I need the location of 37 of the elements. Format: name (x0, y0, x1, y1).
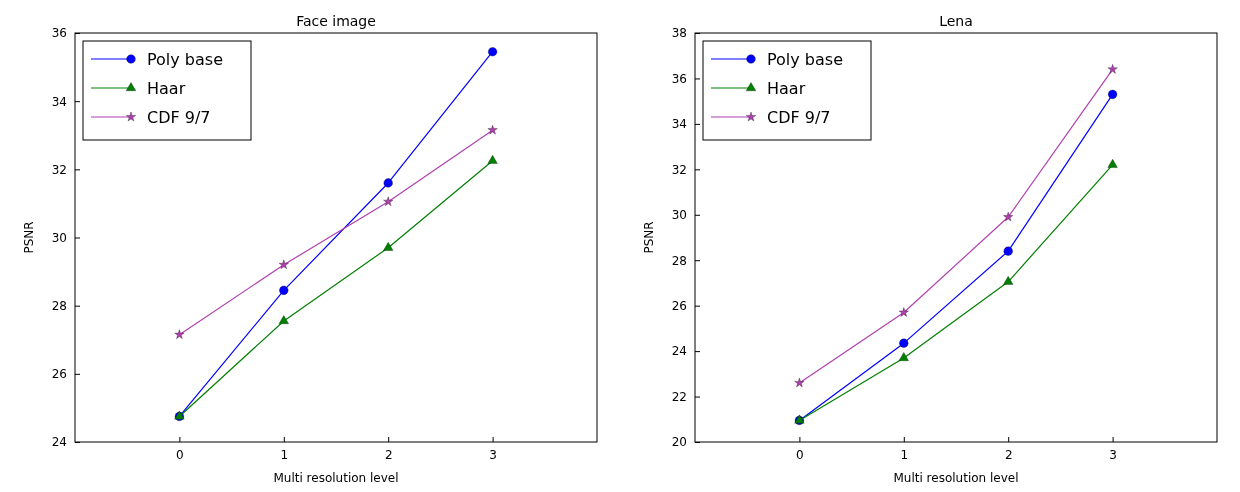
legend-label: Haar (767, 79, 806, 98)
y-tick-label: 30 (671, 208, 687, 223)
y-tick-label: 36 (671, 71, 687, 86)
y-tick-label: 36 (51, 26, 67, 41)
y-tick-label: 22 (671, 389, 687, 404)
x-axis-title: Multi resolution level (893, 471, 1019, 485)
chart-title: Lena (939, 13, 973, 29)
x-tick-label: 0 (796, 447, 804, 462)
y-tick-label: 38 (671, 26, 687, 41)
y-tick-label: 26 (51, 367, 67, 382)
y-tick-label: 24 (51, 435, 67, 450)
y-tick-label: 24 (671, 344, 687, 359)
x-tick-label: 3 (1109, 447, 1117, 462)
legend-label: CDF 9/7 (767, 108, 831, 127)
y-tick-label: 34 (671, 117, 687, 132)
y-tick-label: 28 (51, 299, 67, 314)
y-axis-title: PSNR (22, 221, 36, 254)
y-tick-label: 20 (671, 435, 687, 450)
y-tick-label: 32 (671, 162, 687, 177)
x-tick-label: 2 (1004, 447, 1013, 462)
x-tick-label: 0 (176, 447, 184, 462)
y-tick-label: 32 (51, 162, 67, 177)
chart-title: Face image (296, 13, 376, 29)
y-tick-label: 30 (51, 230, 67, 245)
x-tick-label: 2 (384, 447, 393, 462)
legend-label: CDF 9/7 (147, 108, 211, 127)
y-tick-label: 28 (671, 253, 687, 268)
x-tick-label: 1 (280, 447, 289, 462)
x-tick-label: 3 (489, 447, 497, 462)
y-tick-label: 26 (671, 299, 687, 314)
x-tick-label: 1 (900, 447, 909, 462)
y-tick-label: 34 (51, 94, 67, 109)
y-axis-title: PSNR (642, 221, 656, 254)
legend-label: Haar (147, 79, 186, 98)
x-axis-title: Multi resolution level (273, 471, 399, 485)
legend-label: Poly base (767, 50, 844, 69)
legend-label: Poly base (147, 50, 224, 69)
